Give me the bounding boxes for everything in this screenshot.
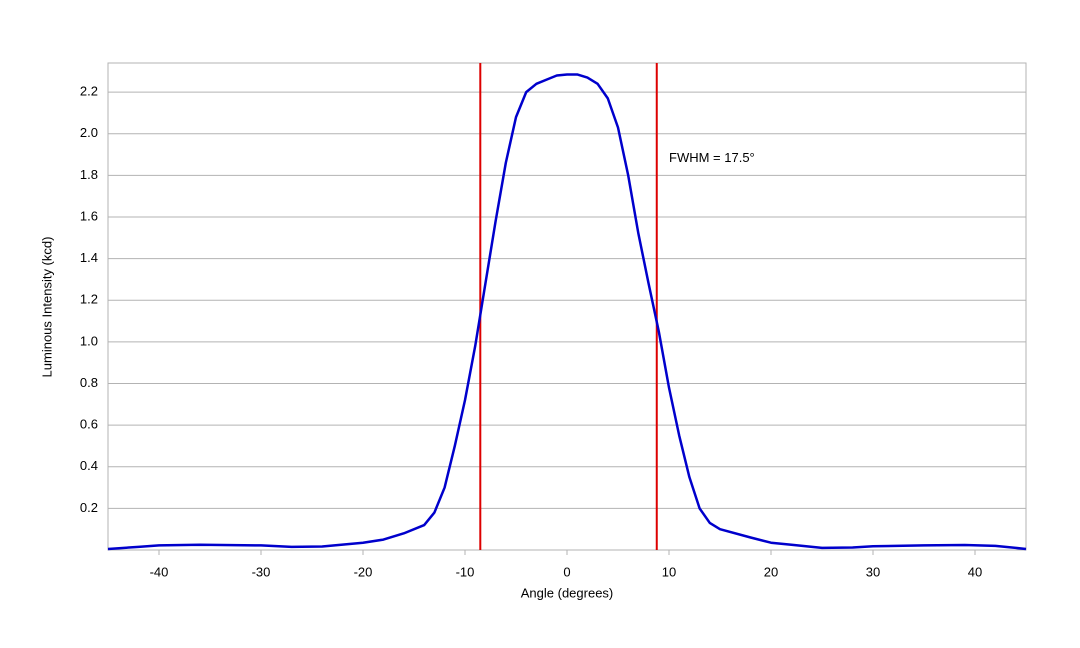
y-axis-label: Luminous Intensity (kcd) xyxy=(39,237,54,378)
annotation: FWHM = 17.5° xyxy=(669,150,755,165)
y-tick-label: 2.0 xyxy=(80,125,98,140)
y-tick-label: 0.2 xyxy=(80,500,98,515)
y-tick-label: 1.8 xyxy=(80,167,98,182)
x-axis-label: Angle (degrees) xyxy=(521,585,614,600)
y-tick-label: 0.6 xyxy=(80,417,98,432)
x-tick-label: 10 xyxy=(662,564,676,579)
x-tick-label: -30 xyxy=(252,564,271,579)
y-tick-label: 1.4 xyxy=(80,250,98,265)
plot-frame xyxy=(107,62,1027,551)
x-tick-label: 40 xyxy=(968,564,982,579)
x-tick-label: -10 xyxy=(456,564,475,579)
x-tick-label: -40 xyxy=(150,564,169,579)
x-tick-label: -20 xyxy=(354,564,373,579)
y-tick-label: 1.6 xyxy=(80,208,98,223)
x-tick-label: 30 xyxy=(866,564,880,579)
y-tick-label: 0.4 xyxy=(80,458,98,473)
y-tick-label: 1.0 xyxy=(80,333,98,348)
y-tick-label: 0.8 xyxy=(80,375,98,390)
x-tick-label: 0 xyxy=(563,564,570,579)
x-tick-label: 20 xyxy=(764,564,778,579)
y-tick-label: 2.2 xyxy=(80,84,98,99)
data-line xyxy=(107,73,1027,551)
y-tick-label: 1.2 xyxy=(80,292,98,307)
